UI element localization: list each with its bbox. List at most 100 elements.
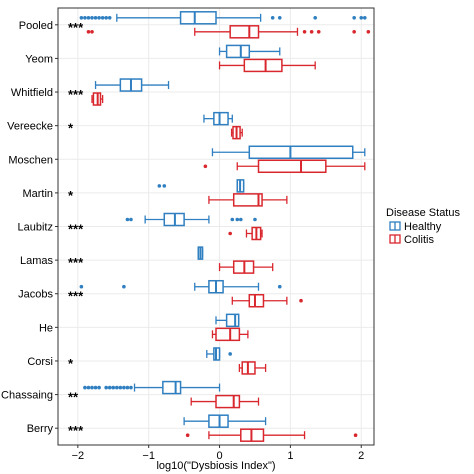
box-iqr [162, 380, 182, 395]
box-iqr [179, 11, 217, 25]
outlier-point [352, 30, 356, 34]
y-tick-label: Vereecke [7, 121, 53, 133]
outlier-point [238, 217, 243, 222]
legend-title: Disease Status [386, 207, 460, 219]
box-colitis-vereecke [230, 125, 243, 140]
outlier-point [157, 184, 162, 188]
outlier-point [313, 16, 317, 20]
outlier-point [277, 284, 282, 289]
y-tick-label: Laubitz [18, 222, 53, 234]
plot-rows [79, 11, 371, 442]
box-iqr [215, 327, 241, 342]
box-healthy-he [215, 313, 240, 328]
box-healthy-berry [183, 414, 267, 428]
box-colitis-berry [185, 428, 358, 442]
outlier-point [277, 16, 282, 20]
y-tick-label: Corsi [27, 356, 53, 368]
outlier-point [162, 184, 167, 188]
outlier-point [122, 385, 126, 390]
box-colitis-chassaing [190, 394, 260, 409]
box-iqr [248, 293, 265, 308]
outlier-point [129, 217, 133, 222]
box-colitis-yeom [218, 58, 316, 73]
box-healthy-laubitz [125, 212, 257, 227]
box-iqr [213, 111, 229, 126]
outlier-point [83, 385, 87, 390]
legend-item-healthy: Healthy [389, 221, 442, 233]
box-colitis-moschen [203, 159, 366, 174]
y-tick-label: Chassaing [1, 390, 53, 402]
box-iqr [232, 193, 263, 207]
box-healthy-lamas [197, 246, 204, 260]
y-tick-label: Jacobs [18, 289, 53, 301]
box-iqr [257, 159, 327, 174]
significance-stars: *** [68, 20, 84, 35]
box-colitis-lamas [218, 260, 274, 274]
outlier-point [352, 16, 356, 20]
y-tick-label: Whitfield [11, 87, 53, 99]
box-healthy-pooled [79, 11, 367, 25]
outlier-point [86, 385, 91, 390]
significance-stars: * [68, 188, 74, 203]
box-colitis-he [211, 327, 249, 342]
outlier-point [366, 30, 371, 34]
outlier-point [100, 16, 105, 20]
outlier-point [185, 433, 190, 437]
outlier-point [353, 433, 358, 437]
x-axis-label: log10("Dysbiosis Index") [156, 460, 275, 472]
outlier-point [359, 16, 364, 20]
outlier-point [125, 385, 130, 390]
significance-stars: * [68, 356, 74, 371]
outlier-point [97, 385, 101, 390]
outlier-point [107, 385, 112, 390]
outlier-point [107, 16, 112, 20]
y-tick-label: Berry [27, 423, 54, 435]
box-iqr [243, 58, 283, 73]
x-tick-label: 1 [287, 450, 293, 462]
outlier-point [316, 30, 321, 34]
outlier-point [86, 16, 91, 20]
box-colitis-jacobs [231, 293, 303, 308]
outlier-point [122, 284, 126, 289]
outlier-point [104, 385, 108, 390]
box-iqr [248, 145, 354, 160]
significance-stars: *** [68, 255, 84, 270]
outlier-point [299, 298, 303, 303]
outlier-point [118, 385, 123, 390]
outlier-point [362, 16, 367, 20]
box-healthy-vereecke [203, 111, 233, 126]
outlier-point [253, 217, 257, 222]
outlier-point [228, 231, 232, 236]
x-tick-label: 0 [216, 450, 222, 462]
box-iqr [225, 44, 251, 59]
significance-stars: *** [68, 222, 84, 237]
box-healthy-moschen [211, 145, 366, 160]
box-colitis-whitfield [91, 92, 104, 106]
box-iqr [208, 414, 229, 428]
x-axis: −2 −1 0 1 2 [72, 445, 364, 462]
box-healthy-corsi [206, 347, 232, 361]
outlier-point [97, 16, 101, 20]
outlier-point [93, 385, 98, 390]
outlier-point [111, 385, 116, 390]
outlier-point [79, 284, 84, 289]
outlier-point [125, 217, 130, 222]
legend-label: Colitis [404, 234, 434, 246]
box-healthy-jacobs [79, 279, 282, 294]
box-colitis-corsi [238, 361, 267, 375]
outlier-point [79, 16, 84, 20]
outlier-point [83, 16, 87, 20]
box-iqr [229, 25, 260, 39]
legend-label: Healthy [404, 221, 442, 233]
significance-stars: *** [68, 423, 84, 438]
box-iqr [215, 394, 241, 409]
outlier-point [104, 16, 108, 20]
outlier-point [90, 385, 94, 390]
legend-item-colitis: Colitis [389, 234, 434, 246]
box-colitis-laubitz [228, 226, 263, 241]
y-tick-label: Martin [22, 188, 53, 200]
box-healthy-martin [157, 179, 245, 193]
